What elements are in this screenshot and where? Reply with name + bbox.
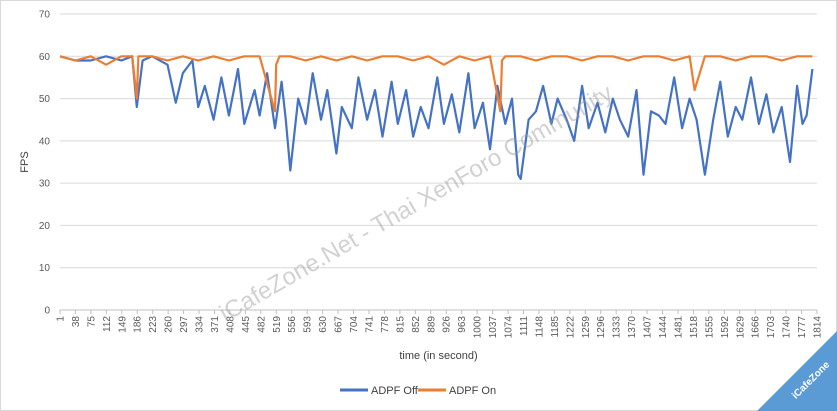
x-tick-label: 556 [287,316,298,333]
legend-label: ADPF On [449,385,496,397]
x-tick-label: 778 [380,316,391,333]
x-tick-label: 1185 [550,316,561,338]
x-tick-label: 1 [56,316,67,322]
x-tick-label: 1703 [766,316,777,339]
x-tick-label: 1296 [596,316,607,339]
x-tick-label: 297 [179,316,190,333]
x-tick-label: 1777 [797,316,808,339]
x-tick-label: 149 [117,316,128,333]
x-tick-label: 1407 [643,316,654,339]
x-tick-label: 1222 [565,316,576,339]
x-tick-label: 926 [442,316,453,333]
x-tick-label: 1370 [627,316,638,339]
x-tick-label: 593 [303,316,314,333]
x-tick-label: 334 [195,316,206,333]
x-tick-label: 519 [272,316,283,333]
x-tick-label: 815 [395,316,406,333]
x-tick-label: 1518 [689,316,700,339]
x-tick-label: 1481 [673,316,684,339]
x-tick-label: 630 [318,316,329,333]
y-axis-ticks: 0 10 20 30 40 50 60 70 [39,10,51,317]
grid-lines [60,13,817,311]
x-tick-label: 852 [411,316,422,333]
x-tick-label: 1740 [782,316,793,339]
y-tick-label: 50 [39,94,51,105]
legend-label: ADPF Off [371,385,419,397]
x-tick-label: 112 [102,316,113,332]
y-tick-label: 60 [39,52,51,63]
x-tick-label: 1814 [813,316,824,339]
corner-badge [757,331,837,411]
x-tick-label: 1148 [534,316,545,338]
x-tick-label: 1259 [581,316,592,339]
x-tick-label: 75 [86,316,97,328]
y-axis-title: FPS [19,151,31,172]
series-lines [59,55,814,180]
series-line-adpf-off [59,55,814,180]
x-tick-label: 371 [210,316,221,333]
y-tick-label: 40 [39,136,51,147]
watermark-text: iCafeZone.Net - Thai XenForo Community [215,80,617,328]
y-tick-label: 70 [39,10,51,21]
x-tick-label: 408 [225,316,236,333]
x-tick-label: 1111 [519,316,530,336]
x-tick-label: 1333 [612,316,623,339]
x-tick-label: 1592 [720,316,731,339]
x-tick-label: 1666 [751,316,762,339]
x-tick-label: 1555 [704,316,715,339]
x-tick-label: 1037 [488,316,499,339]
x-tick-label: 482 [256,316,267,333]
x-tick-label: 223 [148,316,159,333]
x-tick-label: 38 [71,316,82,328]
x-tick-label: 186 [133,316,144,333]
x-tick-label: 1444 [658,316,669,339]
x-tick-label: 1074 [504,316,515,339]
y-tick-label: 20 [39,221,51,232]
x-tick-label: 445 [241,316,252,333]
x-tick-label: 963 [457,316,468,333]
y-tick-label: 10 [39,263,51,274]
x-tick-label: 704 [349,316,360,333]
x-axis-ticks: 1 38 75 112 149 186 223 260 297 334 371 408 445 482 51… [56,310,824,338]
y-tick-label: 30 [39,179,51,190]
x-tick-label: 889 [426,316,437,333]
x-tick-label: 741 [364,316,375,333]
x-tick-label: 1000 [473,316,484,339]
x-tick-label: 667 [334,316,345,333]
series-line-adpf-on [59,55,813,113]
x-axis-title: time (in second) [399,350,477,362]
y-tick-label: 0 [44,306,50,317]
legend: ADPF Off ADPF On [340,385,496,397]
x-tick-label: 1629 [735,316,746,339]
x-tick-label: 260 [164,316,175,333]
